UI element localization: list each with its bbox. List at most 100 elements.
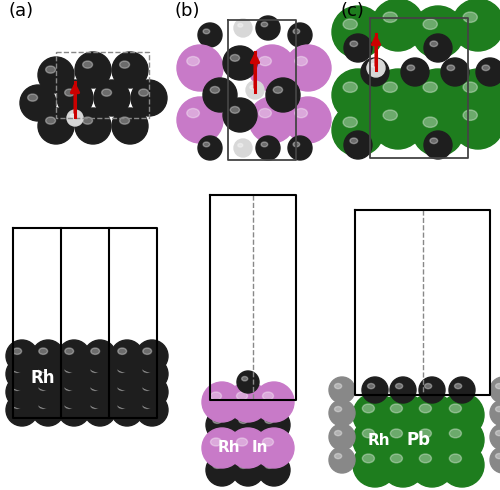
Ellipse shape <box>362 404 374 413</box>
Ellipse shape <box>367 65 374 71</box>
Circle shape <box>57 80 93 116</box>
Ellipse shape <box>423 117 438 127</box>
Ellipse shape <box>242 376 248 381</box>
Circle shape <box>332 69 384 121</box>
Circle shape <box>228 382 268 422</box>
Circle shape <box>440 393 484 437</box>
Ellipse shape <box>238 24 243 27</box>
Ellipse shape <box>390 429 402 438</box>
Circle shape <box>112 108 148 144</box>
Ellipse shape <box>259 56 272 66</box>
Circle shape <box>58 394 90 426</box>
Circle shape <box>254 382 294 422</box>
Ellipse shape <box>463 82 477 93</box>
Circle shape <box>249 97 295 143</box>
Ellipse shape <box>262 392 274 400</box>
Circle shape <box>6 376 38 408</box>
Text: (c): (c) <box>340 2 364 20</box>
Ellipse shape <box>230 106 239 113</box>
Circle shape <box>84 394 116 426</box>
Ellipse shape <box>424 384 432 389</box>
Ellipse shape <box>250 85 255 89</box>
Circle shape <box>381 393 425 437</box>
Circle shape <box>177 45 223 91</box>
Ellipse shape <box>447 65 454 71</box>
Text: Rh: Rh <box>218 440 240 455</box>
Circle shape <box>111 376 143 408</box>
Circle shape <box>424 131 452 159</box>
Circle shape <box>353 443 397 487</box>
Ellipse shape <box>362 429 374 438</box>
Circle shape <box>490 447 500 473</box>
Ellipse shape <box>295 56 308 66</box>
Ellipse shape <box>396 384 402 389</box>
Circle shape <box>84 358 116 390</box>
Ellipse shape <box>65 348 74 354</box>
Circle shape <box>246 81 264 99</box>
Circle shape <box>256 136 280 160</box>
Circle shape <box>490 400 500 426</box>
Circle shape <box>177 97 223 143</box>
Ellipse shape <box>70 114 75 117</box>
Circle shape <box>452 69 500 121</box>
Circle shape <box>32 340 64 372</box>
Ellipse shape <box>334 384 342 389</box>
Circle shape <box>136 340 168 372</box>
Circle shape <box>490 424 500 450</box>
Circle shape <box>234 139 252 157</box>
Ellipse shape <box>463 12 477 23</box>
Ellipse shape <box>343 19 357 29</box>
Circle shape <box>410 418 454 462</box>
Ellipse shape <box>261 142 268 147</box>
Ellipse shape <box>65 366 74 372</box>
Ellipse shape <box>13 348 22 354</box>
Circle shape <box>412 6 464 58</box>
Ellipse shape <box>450 429 462 438</box>
Text: In: In <box>252 440 268 455</box>
Ellipse shape <box>138 89 148 96</box>
Ellipse shape <box>262 438 274 446</box>
Circle shape <box>223 98 257 132</box>
Ellipse shape <box>143 384 152 391</box>
Text: (b): (b) <box>175 2 201 20</box>
Circle shape <box>401 58 429 86</box>
Circle shape <box>440 418 484 462</box>
Ellipse shape <box>368 384 374 389</box>
Ellipse shape <box>259 108 272 118</box>
Circle shape <box>234 19 252 37</box>
Ellipse shape <box>118 402 126 408</box>
Ellipse shape <box>463 110 477 121</box>
Ellipse shape <box>143 348 152 354</box>
Circle shape <box>329 447 355 473</box>
Ellipse shape <box>371 64 376 67</box>
Ellipse shape <box>430 138 438 144</box>
Circle shape <box>112 52 148 88</box>
Ellipse shape <box>293 29 300 34</box>
Circle shape <box>84 340 116 372</box>
Ellipse shape <box>210 438 222 446</box>
Circle shape <box>424 34 452 62</box>
Ellipse shape <box>65 402 74 408</box>
Circle shape <box>362 377 388 403</box>
Circle shape <box>67 110 83 126</box>
Circle shape <box>410 443 454 487</box>
Ellipse shape <box>236 438 248 446</box>
Ellipse shape <box>350 138 358 144</box>
Ellipse shape <box>383 110 398 121</box>
Text: Rh: Rh <box>368 433 390 448</box>
Circle shape <box>441 58 469 86</box>
Ellipse shape <box>343 82 357 93</box>
Ellipse shape <box>213 417 222 423</box>
Circle shape <box>332 104 384 156</box>
Ellipse shape <box>362 454 374 463</box>
Circle shape <box>256 16 280 40</box>
Ellipse shape <box>383 12 398 23</box>
Circle shape <box>381 418 425 462</box>
Circle shape <box>58 358 90 390</box>
Ellipse shape <box>46 66 56 73</box>
Circle shape <box>38 108 74 144</box>
Circle shape <box>58 376 90 408</box>
Circle shape <box>372 69 424 121</box>
Ellipse shape <box>46 117 56 124</box>
Circle shape <box>32 376 64 408</box>
